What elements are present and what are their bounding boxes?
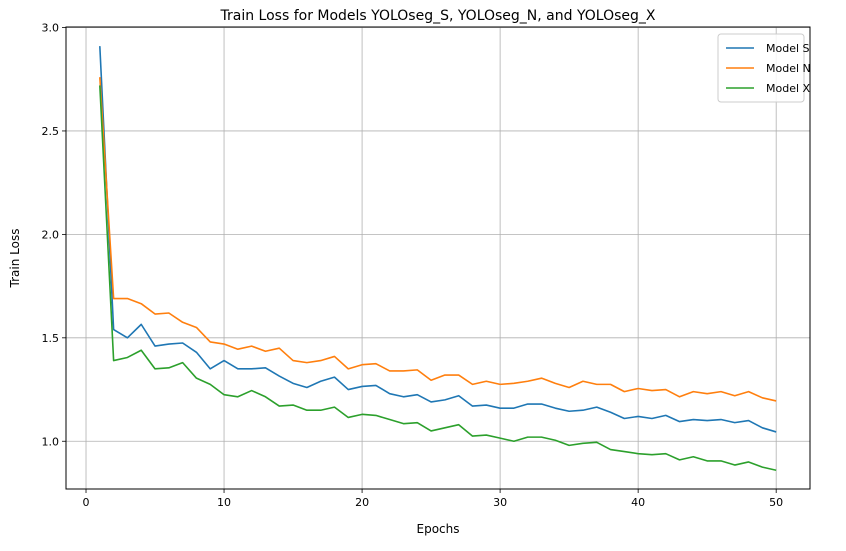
- x-tick-label: 50: [769, 496, 783, 509]
- x-tick-label: 30: [493, 496, 507, 509]
- x-tick-label: 20: [355, 496, 369, 509]
- x-axis-label: Epochs: [417, 522, 460, 536]
- x-tick-label: 40: [631, 496, 645, 509]
- x-tick-label: 10: [217, 496, 231, 509]
- y-tick-label: 1.5: [42, 332, 60, 345]
- plot-frame: [65, 26, 811, 490]
- y-tick-label: 1.0: [42, 435, 60, 448]
- legend: Model S Model N Model X: [717, 33, 811, 103]
- ticks: 0 10 20 30 40 50 1.0 1.5 2.0 2.5 3.0: [42, 22, 784, 509]
- series-line-3: [99, 85, 777, 472]
- series-lines: [99, 46, 777, 472]
- legend-label-3: Model X: [766, 82, 811, 95]
- y-tick-label: 3.0: [42, 22, 60, 35]
- x-tick-label: 0: [83, 496, 90, 509]
- y-tick-label: 2.0: [42, 228, 60, 241]
- legend-box: [717, 33, 805, 103]
- legend-label-2: Model N: [766, 62, 811, 75]
- legend-label-1: Model S: [766, 42, 810, 55]
- chart-title: Train Loss for Models YOLOseg_S, YOLOseg…: [220, 8, 656, 24]
- y-tick-label: 2.5: [42, 125, 60, 138]
- series-line-2: [99, 77, 777, 402]
- grid: [66, 27, 810, 489]
- series-line-1: [99, 46, 777, 433]
- y-axis-label: Train Loss: [8, 229, 22, 289]
